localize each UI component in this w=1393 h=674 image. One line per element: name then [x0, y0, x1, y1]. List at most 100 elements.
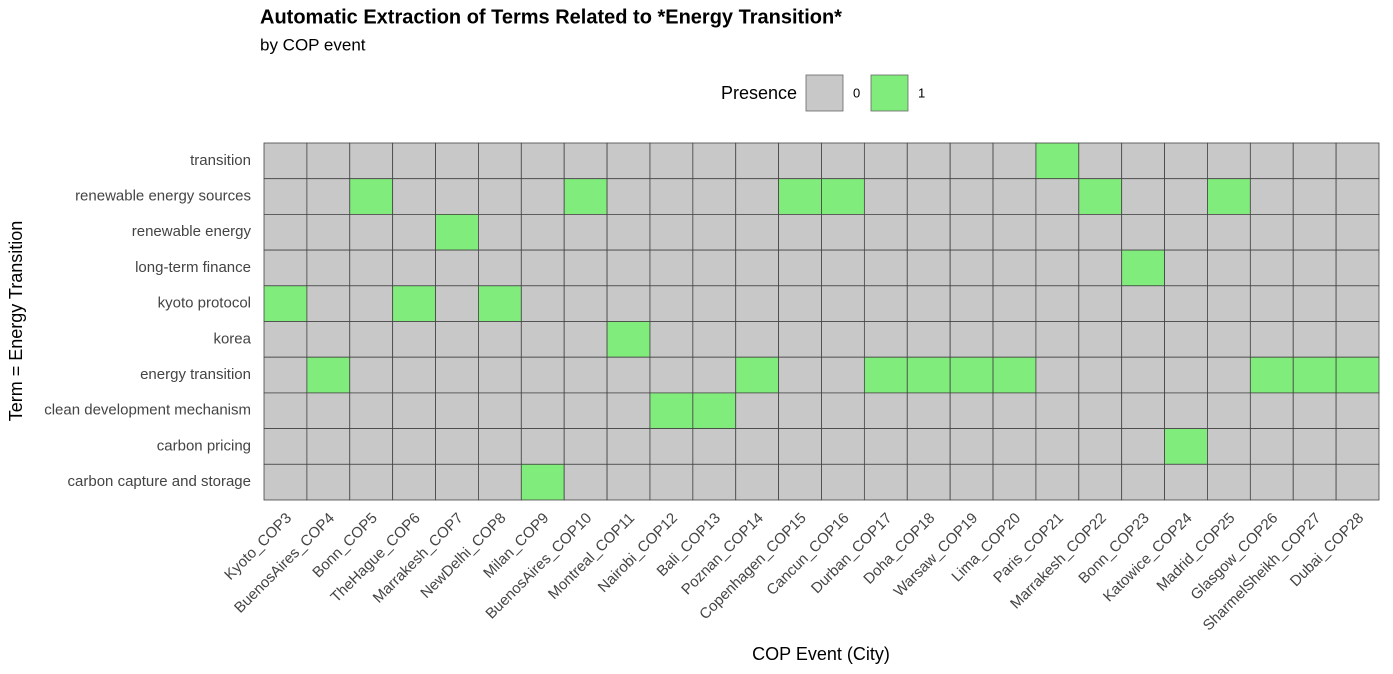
heatmap-cell	[1335, 392, 1380, 429]
heatmap-cell	[1292, 321, 1337, 358]
heatmap-cell	[263, 213, 308, 251]
heatmap-cell	[949, 463, 994, 501]
heatmap-cell	[349, 178, 394, 215]
heatmap-cell	[306, 285, 351, 322]
heatmap-cell	[649, 321, 694, 358]
legend-swatch	[870, 74, 909, 112]
heatmap-cell	[1164, 178, 1208, 215]
heatmap-cell	[1207, 249, 1251, 287]
heatmap-cell	[520, 249, 565, 287]
heatmap-cell	[735, 249, 780, 287]
heatmap-cell	[863, 142, 908, 180]
heatmap-cell	[778, 321, 822, 358]
heatmap-cell	[263, 392, 308, 429]
chart-subtitle: by COP event	[260, 35, 366, 54]
heatmap-cell	[520, 142, 565, 180]
heatmap-cell	[649, 178, 694, 215]
heatmap-cell	[349, 285, 394, 322]
heatmap-cell	[435, 428, 479, 465]
heatmap-cell	[478, 321, 522, 358]
y-tick-label: carbon pricing	[157, 437, 251, 454]
heatmap-cell	[392, 142, 436, 180]
heatmap-cell	[1078, 213, 1123, 251]
heatmap-cell	[349, 213, 394, 251]
heatmap-cell	[606, 392, 651, 429]
heatmap-cell	[692, 392, 737, 429]
heatmap-cell	[906, 249, 951, 287]
heatmap-cell	[1035, 356, 1080, 394]
heatmap-cell	[692, 213, 737, 251]
heatmap-cell	[520, 463, 565, 501]
heatmap-cell	[949, 213, 994, 251]
heatmap-cell	[263, 285, 308, 322]
heatmap-cell	[735, 142, 780, 180]
heatmap-cell	[992, 142, 1037, 180]
heatmap-cell	[1078, 142, 1123, 180]
heatmap-cell	[435, 142, 479, 180]
heatmap-cell	[1121, 142, 1165, 180]
heatmap-cell	[392, 213, 436, 251]
heatmap-cell	[949, 392, 994, 429]
heatmap-cell	[863, 178, 908, 215]
heatmap-cell	[520, 392, 565, 429]
heatmap-cell	[435, 178, 479, 215]
heatmap-cell	[1121, 428, 1165, 465]
heatmap-cell	[1207, 321, 1251, 358]
y-tick-label: energy transition	[140, 366, 251, 383]
heatmap-cell	[478, 142, 522, 180]
heatmap-cell	[1335, 356, 1380, 394]
heatmap-cell	[606, 321, 651, 358]
heatmap-cell	[478, 356, 522, 394]
heatmap-cell	[1164, 428, 1208, 465]
y-tick-label: transition	[190, 152, 251, 169]
heatmap-cell	[949, 142, 994, 180]
heatmap-cell	[306, 392, 351, 429]
heatmap-cell	[563, 392, 608, 429]
heatmap-cell	[563, 142, 608, 180]
heatmap-cell	[563, 463, 608, 501]
heatmap-cell	[1035, 321, 1080, 358]
heatmap-cell	[692, 428, 737, 465]
heatmap-cell	[263, 321, 308, 358]
heatmap-cell	[821, 213, 865, 251]
heatmap-cell	[392, 392, 436, 429]
y-tick-label: kyoto protocol	[158, 295, 251, 312]
heatmap-cell	[1335, 142, 1380, 180]
heatmap-cell	[735, 321, 780, 358]
heatmap-cell	[563, 356, 608, 394]
heatmap-cell	[649, 356, 694, 394]
heatmap-cell	[1335, 321, 1380, 358]
heatmap-cell	[992, 392, 1037, 429]
heatmap-cell	[906, 463, 951, 501]
heatmap-cell	[1121, 463, 1165, 501]
heatmap-cell	[1121, 356, 1165, 394]
heatmap-cell	[692, 178, 737, 215]
heatmap-cell	[992, 178, 1037, 215]
heatmap-cell	[606, 249, 651, 287]
heatmap-cell	[1249, 249, 1294, 287]
heatmap-cell	[863, 392, 908, 429]
heatmap-cell	[306, 463, 351, 501]
heatmap-cell	[1078, 428, 1123, 465]
heatmap-cell	[863, 463, 908, 501]
heatmap-cell	[649, 392, 694, 429]
heatmap-cell	[735, 463, 780, 501]
heatmap-cell	[263, 428, 308, 465]
legend-swatch	[805, 74, 844, 112]
heatmap-cell	[520, 285, 565, 322]
heatmap-cell	[992, 249, 1037, 287]
heatmap-cell	[692, 249, 737, 287]
heatmap-cell	[520, 178, 565, 215]
heatmap-cell	[1207, 356, 1251, 394]
heatmap-cell	[1078, 178, 1123, 215]
heatmap-cell	[1035, 142, 1080, 180]
heatmap-cell	[263, 178, 308, 215]
heatmap-cell	[821, 142, 865, 180]
heatmap-cell	[306, 249, 351, 287]
y-tick-label: long-term finance	[135, 259, 251, 276]
heatmap-cell	[1292, 213, 1337, 251]
heatmap-cell	[992, 285, 1037, 322]
heatmap-cell	[778, 463, 822, 501]
heatmap-cell	[649, 213, 694, 251]
